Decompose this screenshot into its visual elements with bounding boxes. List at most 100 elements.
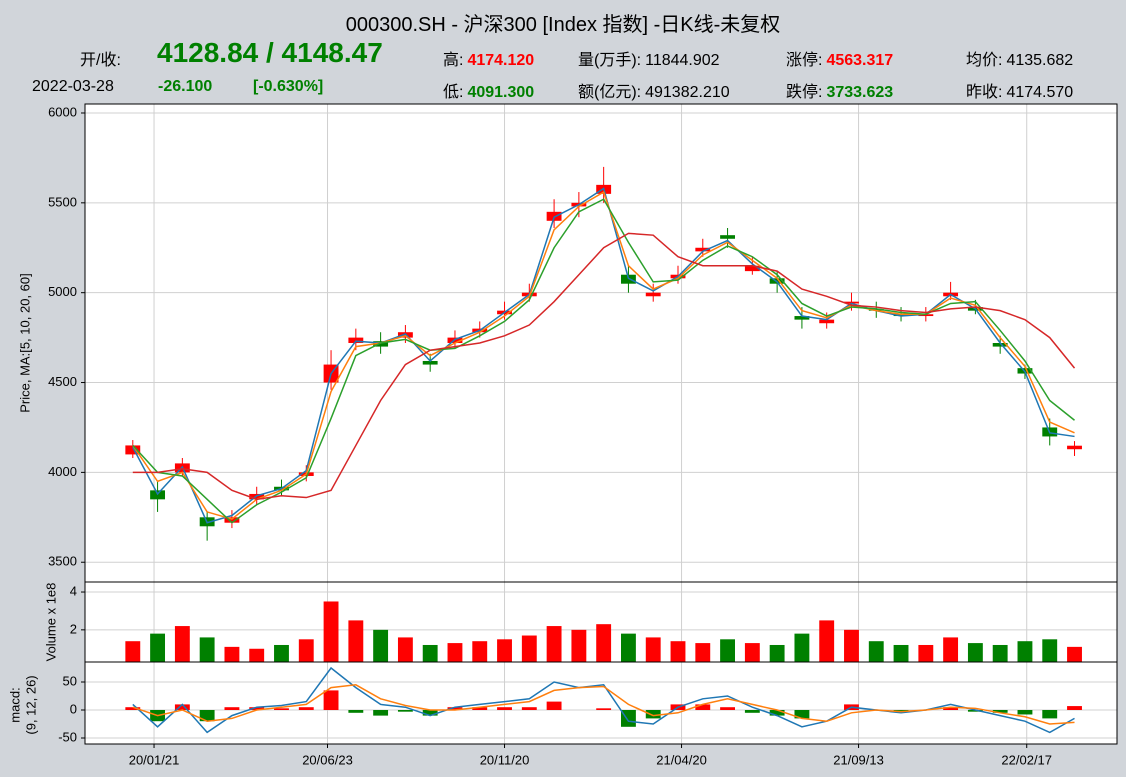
volume-bar — [546, 626, 562, 662]
info-item: 跌停: 3733.623 — [786, 78, 893, 102]
info-value: 3733.623 — [826, 84, 894, 101]
candle-body — [918, 314, 934, 317]
volume-bar — [794, 633, 810, 662]
panel — [85, 104, 1117, 582]
candle-body — [695, 247, 711, 252]
candle-body — [373, 341, 389, 347]
volume-bar — [670, 641, 686, 662]
candle-body — [422, 360, 438, 365]
macd-hist-bar — [199, 710, 215, 722]
macd-hist-bar — [447, 707, 463, 711]
y-axis-label: macd: — [7, 687, 22, 722]
volume-bar — [150, 633, 166, 662]
macd-hist-bar — [1042, 710, 1058, 719]
info-label: 低: — [443, 84, 464, 101]
volume-bar — [1017, 641, 1033, 662]
volume-bar — [422, 644, 438, 662]
info-value: 4174.120 — [467, 52, 535, 69]
macd-hist-bar — [298, 707, 314, 711]
volume-bar — [298, 639, 314, 662]
macd-hist-bar — [720, 707, 736, 711]
info-label: 昨收: — [966, 84, 1003, 101]
volume-bar — [397, 637, 413, 662]
macd-hist-bar — [422, 710, 438, 716]
candle-body — [621, 274, 636, 284]
volume-bar — [1042, 639, 1058, 662]
x-tick-label: 21/04/20 — [656, 752, 707, 767]
info-label: 量(万手): — [578, 52, 642, 69]
x-tick-label: 22/02/17 — [1001, 752, 1052, 767]
candle-body — [348, 337, 364, 343]
macd-hist-bar — [621, 710, 636, 727]
info-label: 均价: — [966, 52, 1003, 69]
info-item: 均价: 4135.682 — [966, 46, 1073, 70]
volume-bar — [720, 639, 736, 662]
y-axis-label: Volume x 1e8 — [43, 583, 58, 662]
volume-bar — [224, 646, 240, 662]
macd-hist-bar — [645, 710, 661, 719]
candle-body — [868, 308, 884, 311]
macd-hist-bar — [794, 710, 810, 719]
macd-dea-line — [132, 684, 1075, 725]
candle-body — [819, 319, 835, 324]
volume-bar — [521, 635, 537, 662]
y-tick-label: 50 — [63, 673, 77, 688]
info-item: 低: 4091.300 — [443, 78, 534, 102]
macd-hist-bar — [695, 704, 711, 711]
volume-bar — [893, 644, 909, 662]
volume-bar — [596, 624, 612, 662]
volume-bar — [943, 637, 959, 662]
candle-body — [744, 265, 760, 272]
macd-hist-bar — [769, 710, 785, 716]
macd-hist-bar — [521, 707, 537, 711]
macd-hist-bar — [546, 701, 562, 711]
y-tick-label: 4 — [70, 583, 77, 598]
y-tick-label: 6000 — [48, 104, 77, 119]
volume-bar — [769, 644, 785, 662]
macd-hist-bar — [323, 690, 339, 711]
volume-bar — [695, 643, 711, 662]
y-tick-label: 2 — [70, 621, 77, 636]
volume-bar — [571, 629, 587, 662]
candle-body — [645, 292, 661, 297]
y-tick-label: 5500 — [48, 194, 77, 209]
volume-bar — [174, 626, 190, 662]
volume-bar — [744, 643, 760, 662]
macd-hist-bar — [373, 710, 389, 716]
macd-hist-bar — [744, 710, 760, 713]
volume-bar — [274, 644, 289, 662]
volume-bar — [323, 601, 339, 662]
info-label: 涨停: — [786, 52, 823, 69]
macd-hist-bar — [348, 710, 364, 713]
volume-bar — [249, 648, 265, 662]
y-tick-label: 0 — [70, 701, 77, 716]
y-axis-label: (9, 12, 26) — [23, 675, 38, 734]
candle-body — [1067, 445, 1082, 450]
macd-hist-bar — [967, 710, 983, 712]
x-tick-label: 21/09/13 — [833, 752, 884, 767]
info-item: 昨收: 4174.570 — [966, 78, 1073, 102]
macd-hist-bar — [274, 708, 289, 711]
volume-bar — [125, 641, 141, 662]
macd-hist-bar — [992, 710, 1008, 713]
volume-bar — [992, 644, 1008, 662]
macd-hist-bar — [174, 704, 190, 711]
info-label: 额(亿元): — [578, 84, 642, 101]
candle-body — [893, 314, 909, 317]
volume-bar — [868, 641, 884, 662]
y-axis-label: Price, MA:[5, 10, 20, 60] — [17, 273, 32, 412]
macd-hist-bar — [497, 707, 512, 711]
macd-hist-bar — [125, 707, 141, 711]
y-tick-label: 3500 — [48, 554, 77, 569]
info-value: 491382.210 — [645, 84, 730, 101]
volume-bar — [819, 620, 835, 662]
volume-bar — [844, 629, 859, 662]
info-value: 4091.300 — [467, 84, 535, 101]
volume-bar — [621, 633, 636, 662]
date: 2022-03-28 — [32, 78, 114, 95]
volume-bar — [447, 643, 463, 662]
panel-frame — [84, 661, 1118, 745]
title: 000300.SH - 沪深300 [Index 指数] -日K线-未复权 — [345, 14, 781, 36]
open-close: 4128.84 / 4148.47 — [157, 37, 383, 68]
